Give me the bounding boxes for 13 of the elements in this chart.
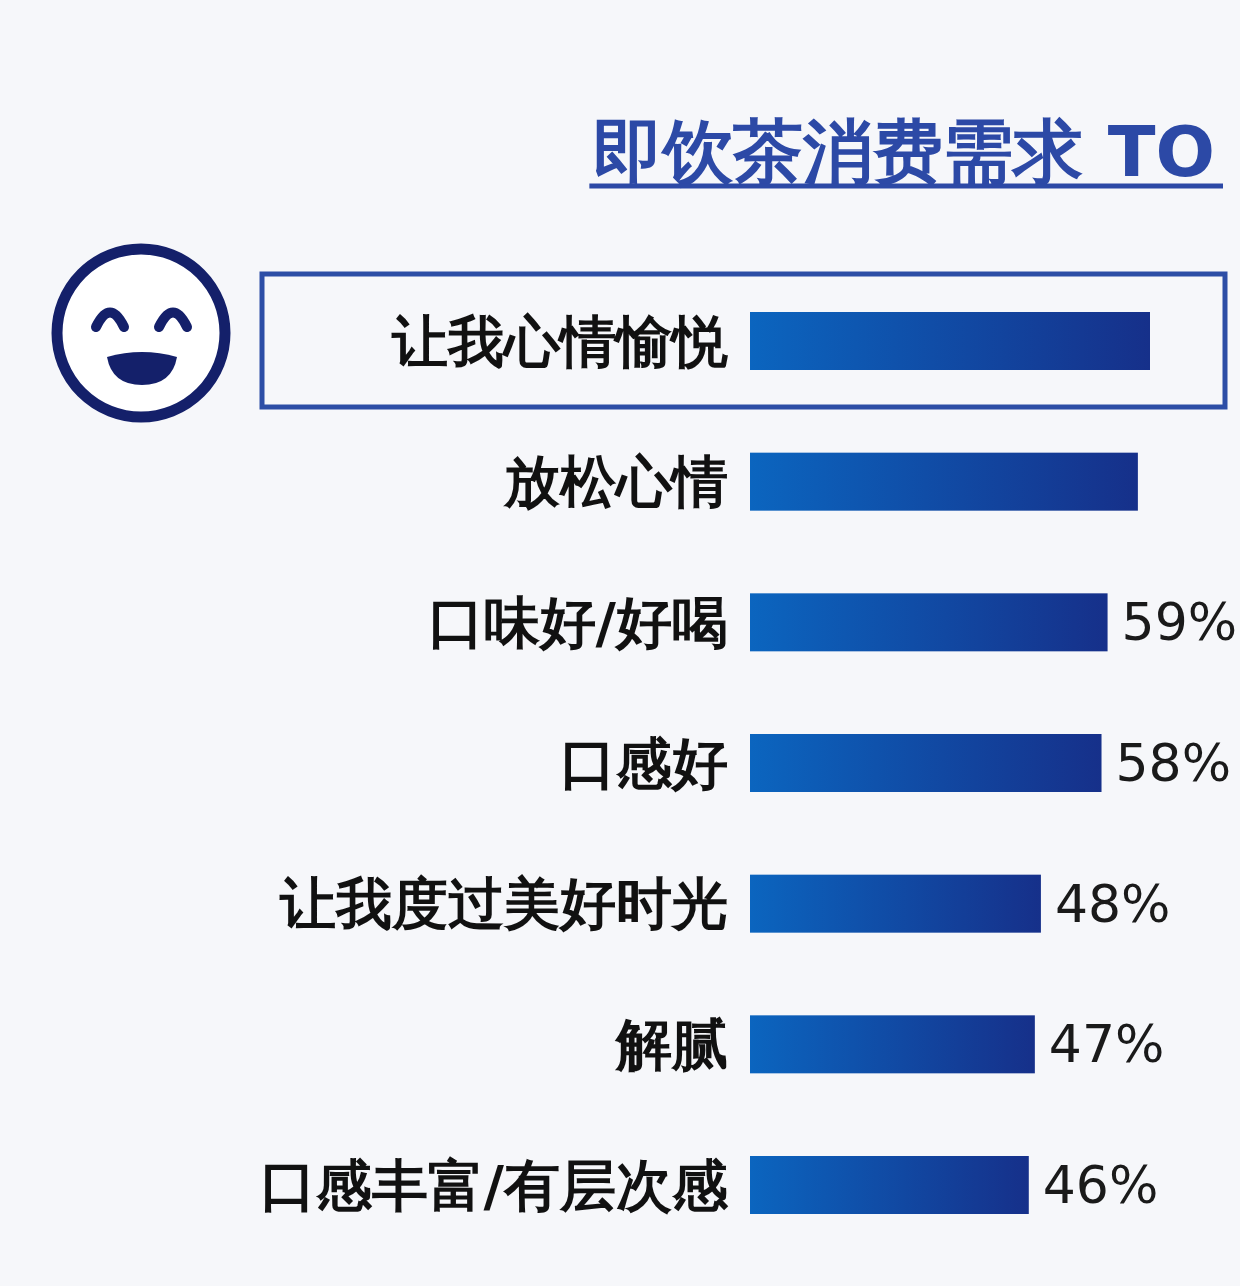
title: 即饮茶消费需求 TO (589, 111, 1223, 193)
y-tick-label: 解腻 (614, 1011, 728, 1077)
y-tick-label: 口感好 (560, 730, 728, 796)
data-label: 46% (1042, 1155, 1159, 1215)
data-label: 47% (1048, 1014, 1165, 1075)
y-tick-label: 让我心情愉悦 (391, 308, 728, 374)
y-tick-label: 口感丰富/有层次感 (259, 1152, 729, 1218)
y-tick-label: 口味好/好喝 (427, 589, 728, 655)
data-label: 58% (1115, 733, 1232, 793)
y-tick-label: 让我度过美好时光 (279, 871, 728, 937)
y-tick-label: 放松心情 (503, 449, 728, 515)
data-label: 48% (1054, 873, 1171, 934)
data-label: 59% (1121, 592, 1238, 653)
